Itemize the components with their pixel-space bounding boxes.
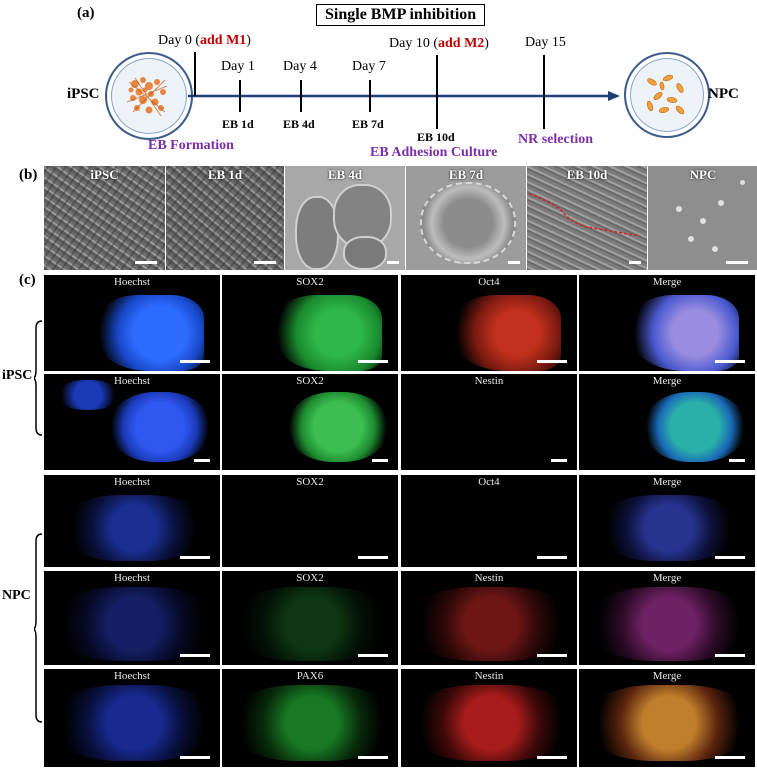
npc-dish-icon (624, 52, 710, 138)
timeline-start-label: iPSC (67, 86, 100, 102)
eb4-label: EB 4d (283, 117, 315, 131)
fluorescence-image: Hoechst (44, 374, 220, 470)
protocol-title: Single BMP inhibition (316, 4, 486, 26)
fluorescence-image: SOX2 (222, 475, 398, 567)
day4-label: Day 4 (283, 59, 317, 74)
fluorescence-image: SOX2 (222, 374, 398, 470)
fluorescence-image: Merge (579, 374, 755, 470)
day0-label: Day 0 (add M1) (158, 33, 251, 48)
tick-day10 (436, 55, 438, 129)
eb7-label: EB 7d (352, 117, 384, 131)
ipsc-bracket (34, 320, 43, 436)
eb10d-boundary-line (528, 193, 640, 237)
fluorescence-image: Nestin (401, 571, 577, 665)
fluorescence-image: Hoechst (44, 275, 220, 371)
phase-image-npc: NPC (648, 166, 757, 270)
fluorescence-image: Hoechst (44, 669, 220, 767)
panel-b-letter: (b) (19, 167, 38, 183)
tick-day1 (239, 80, 241, 112)
tick-day15 (543, 55, 545, 129)
phase-image-eb7d: EB 7d (406, 166, 526, 270)
tick-day0 (194, 52, 196, 96)
fluorescence-image: Merge (579, 669, 755, 767)
day10-label: Day 10 (add M2) (389, 36, 489, 51)
day15-label: Day 15 (525, 35, 566, 50)
panel-a-letter: (a) (77, 5, 95, 21)
fluorescence-image: PAX6 (222, 669, 398, 767)
fluorescence-image: Oct4 (401, 275, 577, 371)
fluorescence-image: Nestin (401, 374, 577, 470)
fluorescence-image: Merge (579, 475, 755, 567)
panel-c-letter: (c) (19, 272, 36, 288)
nr-selection-label: NR selection (518, 132, 594, 147)
timeline-arrow (188, 91, 620, 101)
fluorescence-image: Hoechst (44, 475, 220, 567)
fluorescence-image: Merge (579, 275, 755, 371)
phase-image-eb1d: EB 1d (166, 166, 284, 270)
tick-day4 (300, 80, 302, 112)
npc-bracket (34, 533, 43, 723)
fluorescence-image: Hoechst (44, 571, 220, 665)
phase-image-eb4d: EB 4d (285, 166, 405, 270)
day7-label: Day 7 (352, 59, 386, 74)
ipsc-dish-icon (105, 52, 193, 140)
eb-adhesion-label: EB Adhesion Culture (370, 145, 498, 160)
ipsc-group-label: iPSC (2, 368, 33, 383)
fluorescence-image: SOX2 (222, 571, 398, 665)
eb10-label: EB 10d (417, 130, 455, 144)
day1-label: Day 1 (221, 59, 255, 74)
eb-formation-label: EB Formation (148, 138, 234, 153)
tick-day7 (369, 80, 371, 112)
fluorescence-image: Oct4 (401, 475, 577, 567)
timeline-end-label: NPC (708, 86, 739, 102)
fluorescence-image: Merge (579, 571, 755, 665)
phase-image-eb10d: EB 10d (527, 166, 647, 270)
fluorescence-image: SOX2 (222, 275, 398, 371)
eb1-label: EB 1d (222, 117, 254, 131)
npc-group-label: NPC (2, 588, 31, 603)
phase-image-ipsc: iPSC (44, 166, 165, 270)
fluorescence-image: Nestin (401, 669, 577, 767)
